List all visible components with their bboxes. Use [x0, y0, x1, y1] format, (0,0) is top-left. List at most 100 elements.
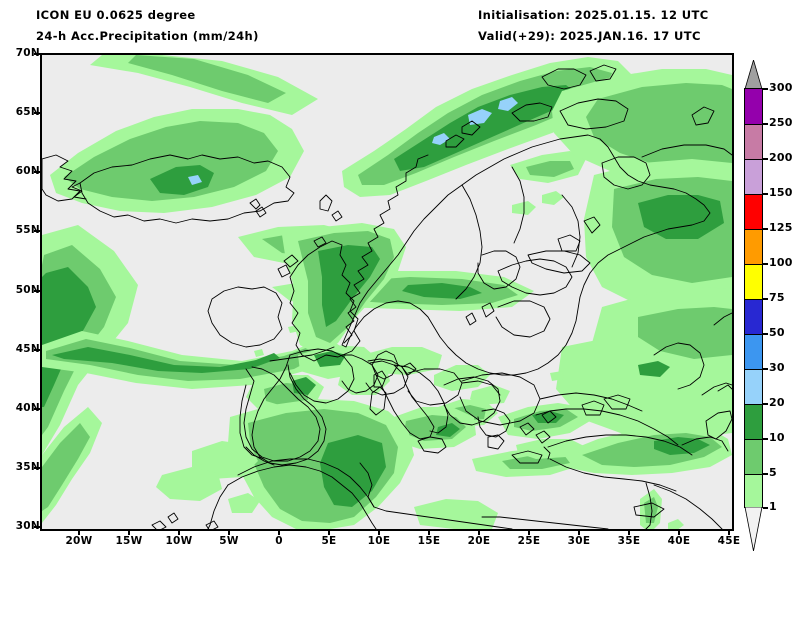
precipitation-colorbar: 300 250 200 150 125 100 75 50 30 20 10 5…	[744, 60, 792, 551]
colorbar-tick	[763, 88, 768, 90]
colorbar-label-200: 200	[769, 151, 793, 164]
border-syria-iraq	[653, 484, 723, 529]
precip-blacksea-turkey-core	[654, 437, 710, 455]
y-tick	[34, 290, 40, 292]
coast-levant	[645, 482, 653, 529]
x-axis-label-10w: 10W	[165, 535, 193, 547]
coast-faroes-2	[255, 206, 267, 218]
coast-maghreb-med	[237, 458, 375, 508]
x-axis-label-25e: 25E	[517, 535, 541, 547]
coast-north-cape	[511, 102, 553, 122]
colorbar-band-125-150	[745, 194, 762, 229]
coast-black-sea	[535, 408, 679, 446]
y-tick	[34, 526, 40, 528]
precip-north-norway-core	[394, 85, 576, 171]
precip-morocco-tiny	[228, 493, 260, 513]
coast-gotland	[481, 302, 495, 318]
colorbar-band-75-100	[745, 264, 762, 299]
colorbar-band-250-300	[745, 89, 762, 124]
colorbar-tick	[763, 403, 768, 405]
border-volga	[653, 342, 705, 390]
colorbar-label-5: 5	[769, 466, 777, 479]
coast-aegean-isles-3	[541, 410, 557, 424]
coast-corsica	[373, 370, 387, 388]
precip-norwegian-sea-core	[402, 283, 482, 299]
y-tick	[34, 467, 40, 469]
coast-gibraltar	[245, 446, 275, 466]
coast-turkey-north	[547, 434, 693, 456]
x-tick	[578, 529, 580, 535]
precip-iceland-core	[150, 165, 214, 195]
precip-north-norway-peak-3	[432, 133, 450, 145]
x-axis-label-45e: 45E	[717, 535, 741, 547]
coast-azores-tiny	[151, 520, 167, 529]
coast-crimea	[581, 400, 605, 416]
coast-greece	[477, 408, 511, 438]
coast-caspian	[705, 410, 732, 440]
x-axis-label-20e: 20E	[467, 535, 491, 547]
y-axis-label-65n: 65N	[15, 106, 40, 118]
precipitation-field	[42, 55, 732, 529]
coast-europe-west	[341, 354, 379, 394]
map-plot-area	[40, 53, 734, 531]
colorbar-band-200-250	[745, 124, 762, 159]
x-axis-label-0: 0	[275, 535, 283, 547]
coast-denmark-isles	[401, 362, 417, 376]
coast-portugal	[239, 384, 265, 460]
precip-north-norway-peak-1	[468, 109, 492, 125]
x-tick	[528, 529, 530, 535]
x-tick	[728, 529, 730, 535]
coast-azov	[603, 394, 631, 410]
border-russia-south	[539, 392, 643, 412]
coast-italy	[369, 360, 435, 440]
y-tick	[34, 230, 40, 232]
coast-iceland-fjords	[71, 182, 87, 200]
coast-novaya-zemlya	[691, 106, 715, 126]
colorbar-band-1-5	[745, 474, 762, 509]
border-hungary-romania	[461, 380, 501, 396]
precip-finland-patch	[542, 191, 564, 205]
colorbar-band-20-30	[745, 369, 762, 404]
precip-north-of-iceland-mid	[128, 55, 286, 103]
coast-atlantic-france-iberia	[251, 354, 327, 466]
y-axis-label-70n: 70N	[15, 47, 40, 59]
precip-tunisia-peak	[336, 449, 372, 491]
coast-svalbard-2	[589, 64, 617, 82]
precip-band-north-atlantic-core	[52, 347, 280, 373]
border-finland-russia	[561, 194, 581, 268]
colorbar-tick	[763, 228, 768, 230]
coast-scandinavia	[341, 134, 711, 376]
precip-russia-broad-mid	[638, 307, 732, 359]
coast-morocco-atlantic	[207, 484, 229, 529]
colorbar-tick	[763, 298, 768, 300]
x-tick	[428, 529, 430, 535]
border-balkans	[443, 376, 501, 426]
coast-libya-egypt	[481, 516, 609, 529]
precip-iceland-mid	[64, 121, 278, 201]
precip-algeria-west	[192, 441, 258, 479]
coast-greenland	[42, 154, 81, 202]
colorbar-bands	[744, 88, 763, 509]
coast-ireland	[207, 286, 283, 348]
coast-azores-tiny-2	[167, 512, 179, 524]
precip-turkey-interior-mid	[502, 455, 570, 469]
coast-iceland	[79, 154, 295, 224]
y-axis-label-35n: 35N	[15, 461, 40, 473]
colorbar-band-100-125	[745, 229, 762, 264]
x-tick	[328, 529, 330, 535]
border-belarus-ukraine	[459, 372, 541, 426]
x-axis-label-10e: 10E	[367, 535, 391, 547]
precipitation-map-svg	[42, 55, 732, 529]
coast-kola	[559, 98, 629, 130]
colorbar-label-50: 50	[769, 326, 785, 339]
coast-white-sea	[601, 156, 651, 190]
colorbar-tick	[763, 193, 768, 195]
coast-greece-peloponnese	[487, 434, 505, 450]
coast-shetland	[319, 194, 333, 212]
x-axis-label-20w: 20W	[65, 535, 93, 547]
coast-sicily	[417, 436, 447, 454]
coast-lofoten	[445, 134, 465, 148]
coast-orkney	[313, 236, 327, 248]
coastlines-layer	[42, 64, 732, 529]
